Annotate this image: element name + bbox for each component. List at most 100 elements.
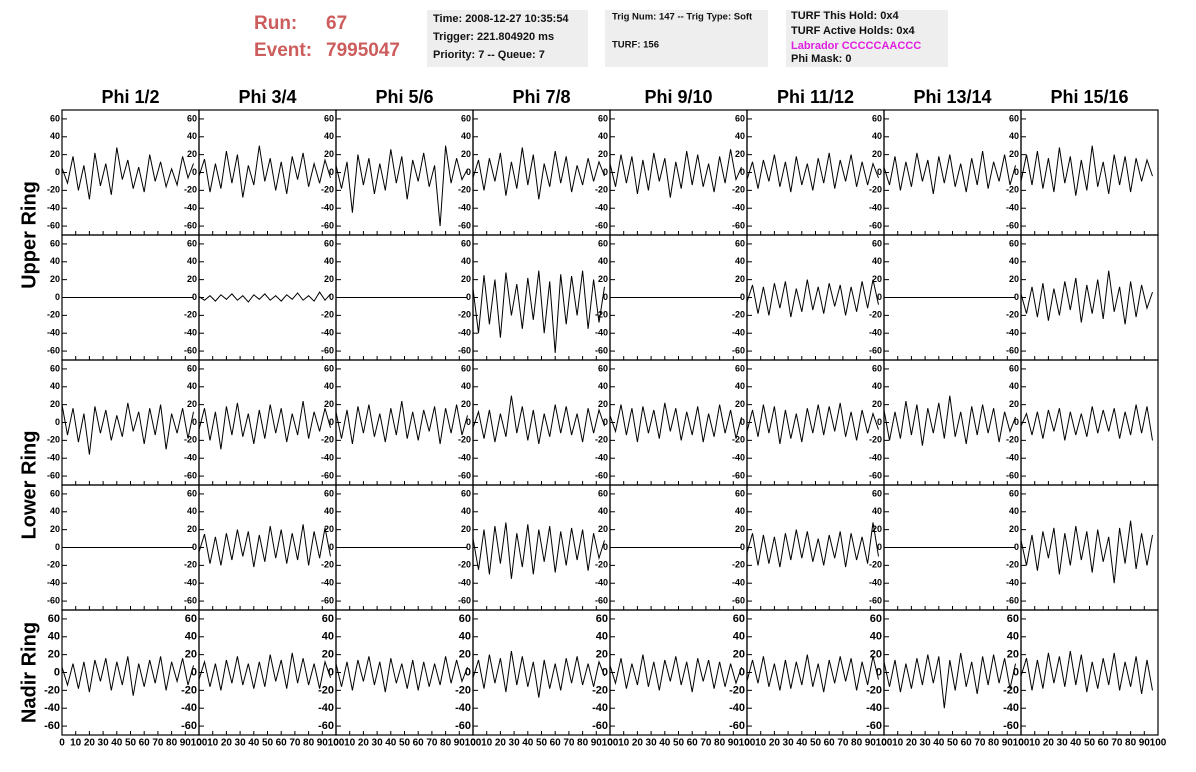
y-tick-label: 20 [598, 524, 608, 534]
y-tick-label: 40 [735, 256, 745, 266]
y-tick-label: 0 [1014, 292, 1019, 302]
y-tick-label: 40 [1009, 131, 1019, 141]
y-tick-label: 40 [50, 381, 60, 391]
x-tick-label: 80 [988, 738, 1000, 749]
x-tick-label: 10 [207, 738, 219, 749]
x-tick-label: 40 [248, 738, 260, 749]
y-tick-label: -40 [869, 203, 882, 213]
x-tick-label: 90 [1139, 738, 1151, 749]
x-tick-label: 80 [440, 738, 452, 749]
y-tick-label: 0 [877, 542, 882, 552]
y-tick-label: 0 [740, 542, 745, 552]
y-tick-label: 0 [603, 292, 608, 302]
y-tick-label: 40 [735, 506, 745, 516]
y-tick-label: 0 [740, 167, 745, 177]
y-tick-label: 40 [324, 381, 334, 391]
y-tick-label: 60 [1009, 113, 1019, 123]
y-tick-label: 0 [603, 167, 608, 177]
y-tick-label: 20 [50, 149, 60, 159]
info-text: Time: 2008-12-27 10:35:54 [433, 13, 569, 25]
y-tick-label: 40 [324, 256, 334, 266]
y-tick-label: 40 [1009, 506, 1019, 516]
y-tick-label: -60 [458, 470, 471, 480]
y-tick-label: -60 [866, 720, 882, 732]
x-tick-label: 30 [1057, 738, 1069, 749]
waveform [746, 279, 879, 318]
y-tick-label: -60 [732, 345, 745, 355]
y-tick-label: 20 [733, 649, 745, 661]
y-tick-label: 0 [602, 666, 608, 678]
y-tick-label: 0 [1014, 542, 1019, 552]
x-tick-label: 90 [728, 738, 740, 749]
y-tick-label: -20 [455, 684, 471, 696]
y-tick-label: -60 [321, 220, 334, 230]
y-tick-label: -20 [595, 310, 608, 320]
y-tick-label: 20 [598, 399, 608, 409]
x-tick-label: 60 [413, 738, 425, 749]
y-tick-label: 40 [324, 506, 334, 516]
waveform [746, 654, 879, 693]
y-tick-label: -60 [595, 595, 608, 605]
y-tick-label: -40 [44, 702, 60, 714]
x-tick-label: 40 [796, 738, 808, 749]
x-tick-label: 30 [235, 738, 247, 749]
y-tick-label: 60 [735, 238, 745, 248]
y-tick-label: 0 [740, 417, 745, 427]
y-tick-label: 60 [459, 613, 471, 625]
info-text: TURF This Hold: 0x4 [791, 10, 899, 22]
y-tick-label: -20 [595, 185, 608, 195]
x-tick-label: 80 [303, 738, 315, 749]
y-tick-label: 60 [596, 613, 608, 625]
y-tick-label: 40 [322, 631, 334, 643]
y-tick-label: 40 [50, 131, 60, 141]
y-tick-label: 60 [50, 363, 60, 373]
x-tick-label: 40 [111, 738, 123, 749]
y-tick-label: -20 [318, 684, 334, 696]
y-tick-label: 0 [191, 666, 197, 678]
x-tick-label: 100 [191, 738, 208, 749]
x-tick-label: 70 [426, 738, 438, 749]
y-tick-label: 0 [192, 292, 197, 302]
y-tick-label: 40 [872, 131, 882, 141]
x-tick-label: 60 [139, 738, 151, 749]
y-tick-label: -60 [595, 345, 608, 355]
y-tick-label: -40 [1006, 578, 1019, 588]
info-text: Priority: 7 -- Queue: 7 [433, 49, 545, 61]
y-tick-label: -40 [729, 702, 745, 714]
x-tick-label: 90 [454, 738, 466, 749]
y-tick-label: 40 [598, 131, 608, 141]
x-tick-label: 60 [961, 738, 973, 749]
waveform [1020, 404, 1153, 441]
y-tick-label: 20 [461, 149, 471, 159]
y-tick-label: 40 [598, 381, 608, 391]
y-tick-label: 60 [598, 488, 608, 498]
y-tick-label: 0 [466, 167, 471, 177]
waveform [472, 522, 605, 579]
y-tick-label: 60 [872, 113, 882, 123]
panel-frame [472, 109, 611, 236]
event-value: 7995047 [326, 40, 400, 61]
y-tick-label: 20 [872, 149, 882, 159]
x-tick-label: 10 [344, 738, 356, 749]
y-tick-label: 60 [324, 238, 334, 248]
y-tick-label: -60 [184, 220, 197, 230]
y-tick-label: -20 [729, 684, 745, 696]
x-tick-label: 80 [851, 738, 863, 749]
waveform [198, 524, 331, 568]
x-tick-label: 80 [166, 738, 178, 749]
column-title: Phi 1/2 [101, 87, 159, 107]
y-tick-label: -20 [595, 435, 608, 445]
x-tick-label: 20 [358, 738, 370, 749]
y-tick-label: -20 [458, 185, 471, 195]
y-tick-label: 20 [322, 649, 334, 661]
y-tick-label: -60 [44, 720, 60, 732]
y-tick-label: 40 [735, 381, 745, 391]
y-tick-label: 60 [187, 363, 197, 373]
y-tick-label: -40 [732, 328, 745, 338]
x-tick-label: 90 [180, 738, 192, 749]
x-tick-label: 50 [947, 738, 959, 749]
waveform [1020, 520, 1153, 584]
waveform [1020, 145, 1153, 196]
y-tick-label: -40 [1003, 702, 1019, 714]
y-tick-label: 40 [461, 256, 471, 266]
